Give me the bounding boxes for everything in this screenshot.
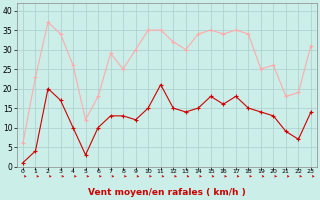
X-axis label: Vent moyen/en rafales ( km/h ): Vent moyen/en rafales ( km/h ) — [88, 188, 246, 197]
